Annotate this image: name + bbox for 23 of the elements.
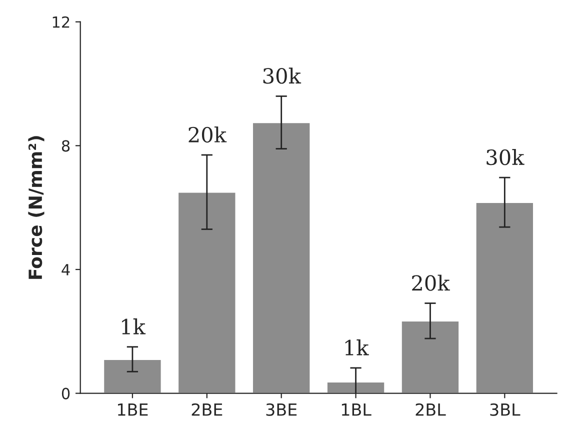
y-axis-title: Force (N/mm²) bbox=[28, 136, 44, 279]
y-tick-label: 4 bbox=[62, 264, 70, 276]
x-tick-label: 3BE bbox=[266, 403, 297, 416]
bar bbox=[400, 320, 460, 394]
x-tick-label: 1BE bbox=[118, 404, 148, 416]
annotation: 20k bbox=[188, 126, 227, 143]
bar bbox=[326, 381, 386, 394]
bar bbox=[252, 122, 312, 394]
x-tick-label: 2BL bbox=[416, 403, 446, 416]
annotation: 20k bbox=[412, 274, 450, 291]
annotation: 1k bbox=[345, 339, 369, 356]
y-tick-label: 8 bbox=[62, 140, 70, 152]
y-tick-label: 0 bbox=[62, 388, 70, 400]
x-tick-label: 1BL bbox=[342, 404, 372, 416]
y-tick-label: 12 bbox=[52, 16, 70, 28]
bar bbox=[102, 358, 162, 394]
annotation: 30k bbox=[486, 149, 524, 166]
x-tick-label: 2BE bbox=[192, 403, 222, 416]
annotation: 1k bbox=[122, 318, 146, 334]
bar bbox=[474, 202, 534, 394]
bar bbox=[177, 191, 237, 394]
x-tick-label: 3BL bbox=[490, 403, 520, 416]
annotation: 30k bbox=[263, 68, 302, 84]
